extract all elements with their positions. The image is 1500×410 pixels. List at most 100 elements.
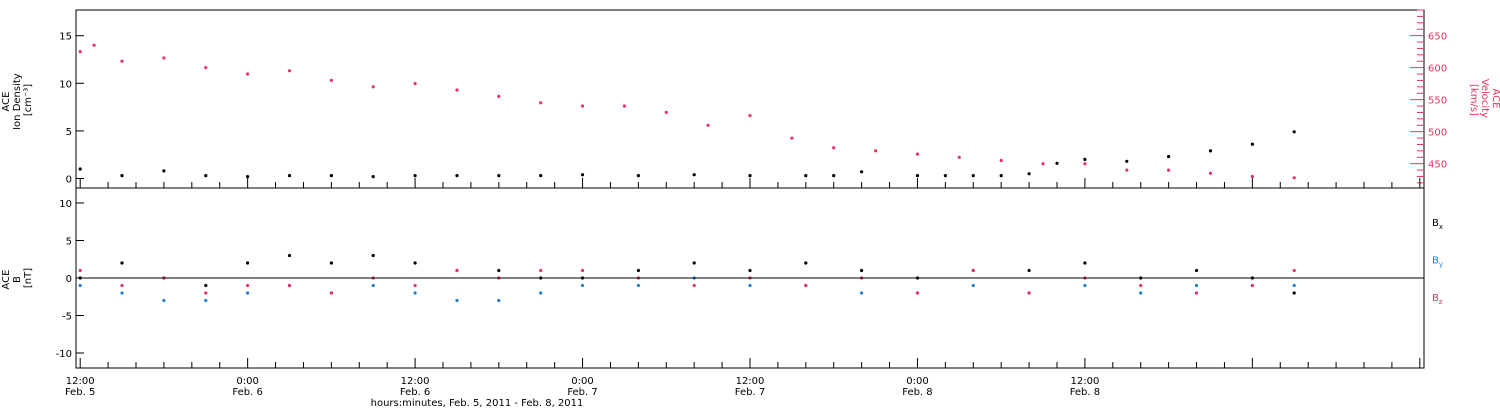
by-point-25 [1292,283,1296,288]
density-point-9 [455,174,459,178]
bz-point-14 [692,283,696,288]
velocity-point-1 [92,43,96,47]
bx-point-13 [636,268,641,273]
velocity-point-21 [915,152,920,156]
bottom-y-axis: -10 -5 0 5 10 [56,199,84,360]
bx-point-6 [329,261,333,265]
by-point-12 [580,283,585,288]
top-ytick-label-1: 5 [66,127,72,138]
velocity-point-22 [957,155,961,159]
bottom-ytick-label-3: 5 [66,237,72,248]
density-point-18 [860,170,864,174]
top-right-ytick-label-2: 550 [1428,96,1447,107]
top-right-y-axis: 450 500 550 600 650 [1410,9,1447,184]
density-point-29 [1250,142,1254,146]
velocity-point-27 [1167,168,1171,172]
density-point-26 [1125,159,1129,163]
bottom-ylabel: ACE B [nT] [1,266,34,289]
velocity-point-12 [539,101,543,105]
density-point-24 [1055,161,1059,165]
by-point-22 [1139,291,1143,295]
by-point-8 [413,291,417,295]
bz-point-18 [915,291,920,295]
bottom-ylabel-line-2: B [12,276,23,283]
x-tick-date-3: Feb. 7 [567,387,597,398]
velocity-point-25 [1083,162,1087,166]
bz-point-9 [455,268,459,273]
bz-point-4 [246,283,250,288]
density-point-19 [915,174,920,178]
x-tick-date-2: Feb. 6 [400,387,430,398]
top-right-ylabel-line-1: ACE [1490,88,1500,108]
top-left-ylabel-line-2: Ion Density [12,73,23,130]
x-tick-time-3: 0:00 [571,376,593,387]
bz-point-0 [78,268,82,273]
bx-point-20 [1027,268,1031,273]
bottom-ytick-label-2: 0 [66,274,72,285]
velocity-point-2 [120,59,124,63]
bx-point-10 [497,268,501,273]
top-right-ytick-label-4: 650 [1428,32,1447,43]
x-tick-date-0: Feb. 5 [65,387,95,398]
bx-point-7 [371,253,375,258]
x-tick-time-1: 0:00 [236,376,258,387]
by-point-2 [162,298,166,303]
velocity-point-10 [455,88,459,92]
bx-point-14 [692,261,696,265]
top-panel-points [78,43,1296,180]
bottom-ytick-label-4: 10 [59,199,72,210]
legend-bz: Bz [1432,293,1443,306]
bx-point-5 [287,253,292,258]
density-point-12 [580,173,585,177]
bx-point-25 [1292,291,1296,295]
velocity-point-19 [832,146,836,150]
density-point-25 [1083,157,1087,161]
x-tick-time-0: 12:00 [66,376,95,387]
bz-point-11 [539,268,543,273]
bz-point-19 [971,268,975,273]
density-point-15 [748,174,752,178]
top-right-ytick-label-0: 450 [1428,160,1447,171]
top-ytick-label-3: 15 [59,32,72,43]
velocity-point-17 [748,114,752,118]
density-point-8 [413,174,417,178]
x-tick-date-4: Feb. 7 [735,387,765,398]
density-point-3 [204,174,208,178]
bz-point-16 [804,283,808,288]
top-left-y-axis: 0 5 10 15 [59,32,84,185]
bx-point-15 [748,268,752,273]
velocity-point-14 [622,104,627,108]
velocity-point-8 [371,85,375,89]
by-point-1 [120,291,124,295]
velocity-point-26 [1125,168,1129,172]
legend-bx: Bx [1432,218,1443,231]
top-right-ylabel: ACE Velocity [km/s] [1468,79,1500,121]
top-ytick-label-2: 10 [59,79,72,90]
velocity-point-13 [580,104,585,108]
velocity-point-23 [999,158,1003,163]
bottom-ylabel-line-3: [nT] [23,268,34,288]
density-point-22 [999,174,1003,178]
bz-point-1 [120,283,124,288]
velocity-point-3 [162,56,166,60]
density-point-4 [246,175,250,179]
velocity-point-30 [1292,176,1296,180]
by-point-19 [971,283,975,288]
velocity-point-7 [329,78,333,82]
density-point-14 [692,173,696,177]
density-point-11 [539,174,543,178]
bx-point-1 [120,261,124,265]
by-point-7 [371,283,375,288]
density-point-6 [329,174,333,178]
bx-point-16 [804,261,808,265]
bz-point-23 [1194,291,1199,295]
x-tick-date-1: Feb. 6 [232,387,262,398]
velocity-point-24 [1041,162,1045,166]
bx-point-4 [246,261,250,265]
by-point-13 [636,283,641,288]
bottom-panel: -10 -5 0 5 10 ACE B [nT] Bx By Bz [1,187,1443,369]
x-axis-label: hours:minutes, Feb. 5, 2011 - Feb. 8, 20… [371,398,584,409]
by-point-9 [455,298,459,303]
bx-point-3 [204,283,208,288]
